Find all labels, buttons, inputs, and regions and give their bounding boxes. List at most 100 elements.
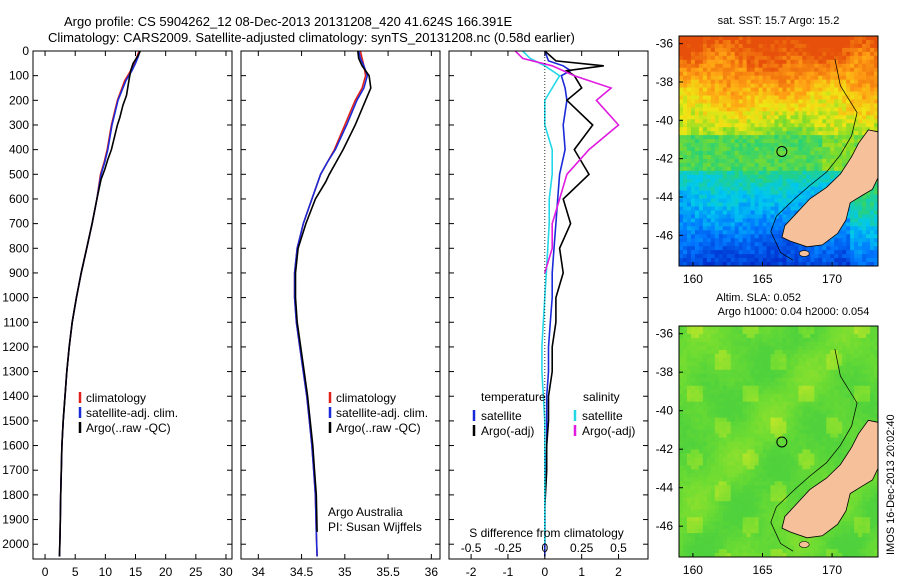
map-cell <box>762 377 767 383</box>
map-cell <box>846 397 851 403</box>
map-cell <box>746 103 752 108</box>
map-cell <box>838 151 843 156</box>
map-cell <box>826 373 831 379</box>
map-cell <box>790 123 795 128</box>
map-cell <box>702 409 708 415</box>
map-cell <box>778 258 783 263</box>
map-cell <box>722 405 728 411</box>
map-cell <box>842 425 847 430</box>
map-cell <box>854 405 859 411</box>
map-cell <box>786 258 791 263</box>
map-cell <box>698 47 704 53</box>
map-cell <box>782 337 787 343</box>
map-cell <box>866 71 871 77</box>
map-cell <box>698 441 704 446</box>
map-cell <box>750 43 756 49</box>
map-cell <box>822 421 827 426</box>
map-cell <box>814 162 819 168</box>
map-cell <box>874 254 879 259</box>
map-cell <box>679 413 684 418</box>
map-cell <box>826 174 831 180</box>
map-cell <box>750 147 756 152</box>
map-cell <box>734 99 740 104</box>
map-cell <box>770 453 775 458</box>
map-cell <box>850 333 855 339</box>
map-cell <box>750 437 756 442</box>
map-cell <box>679 190 684 196</box>
map-cell <box>830 55 835 61</box>
map-cell <box>762 39 767 45</box>
map-cell <box>778 329 783 335</box>
map-cell <box>822 170 827 176</box>
map-cell <box>702 63 708 69</box>
map-cell <box>862 206 867 211</box>
map-cell <box>706 433 712 438</box>
map-cell <box>758 234 763 239</box>
map-cell <box>774 381 779 387</box>
map-cell <box>702 67 708 73</box>
map-cell <box>822 254 827 259</box>
map-cell <box>710 226 716 231</box>
map-cell <box>682 401 688 407</box>
map-cell <box>842 429 847 434</box>
map-cell <box>770 210 775 215</box>
map-cell <box>862 258 867 263</box>
map-cell <box>842 385 847 391</box>
map-cell <box>698 365 704 371</box>
map-cell <box>862 59 867 65</box>
map-cell <box>810 162 815 168</box>
map-cell <box>862 361 867 367</box>
map-cell <box>778 365 783 371</box>
map-cell <box>766 429 771 434</box>
map-cell <box>694 75 700 81</box>
map-cell <box>746 429 752 434</box>
map-cell <box>794 99 799 104</box>
map-cell <box>702 119 708 124</box>
map-cell <box>786 433 791 438</box>
map-cell <box>834 87 839 92</box>
map-cell <box>679 230 684 235</box>
map-cell <box>826 166 831 172</box>
salinity-profile-chart: 3434.53535.536salinityclimatologysatelli… <box>240 50 441 579</box>
map-cell <box>682 174 688 180</box>
map-cell <box>706 345 712 351</box>
map-cell <box>698 166 704 172</box>
map-cell <box>810 158 815 164</box>
map-cell <box>702 461 708 466</box>
map-cell <box>706 206 712 211</box>
map-cell <box>870 349 875 355</box>
map-cell <box>690 413 696 418</box>
map-cell <box>698 377 704 383</box>
map-cell <box>814 385 819 391</box>
map-cell <box>702 413 708 418</box>
map-cell <box>826 158 831 164</box>
map-cell <box>842 71 847 77</box>
map-cell <box>746 170 752 176</box>
map-cell <box>834 119 839 124</box>
map-cell <box>798 333 803 339</box>
map-cell <box>810 139 815 144</box>
map-cell <box>698 127 704 132</box>
map-cell <box>818 131 823 136</box>
map-cell <box>806 182 811 188</box>
map-cell <box>726 433 732 438</box>
map-cell <box>834 39 839 45</box>
map-cell <box>786 421 791 426</box>
map-cell <box>806 166 811 172</box>
map-cell <box>690 258 696 263</box>
map-cell <box>846 405 851 411</box>
map-cell <box>778 385 783 391</box>
map-cell <box>802 55 807 61</box>
map-cell <box>794 79 799 84</box>
map-cell <box>686 111 692 116</box>
map-cell <box>806 393 811 399</box>
map-cell <box>710 441 716 446</box>
map-cell <box>738 115 744 120</box>
map-cell <box>866 333 871 339</box>
map-cell <box>818 59 823 65</box>
map-cell <box>846 353 851 359</box>
map-cell <box>854 238 859 243</box>
map-cell <box>810 119 815 124</box>
map-cell <box>738 127 744 132</box>
map-cell <box>802 357 807 363</box>
